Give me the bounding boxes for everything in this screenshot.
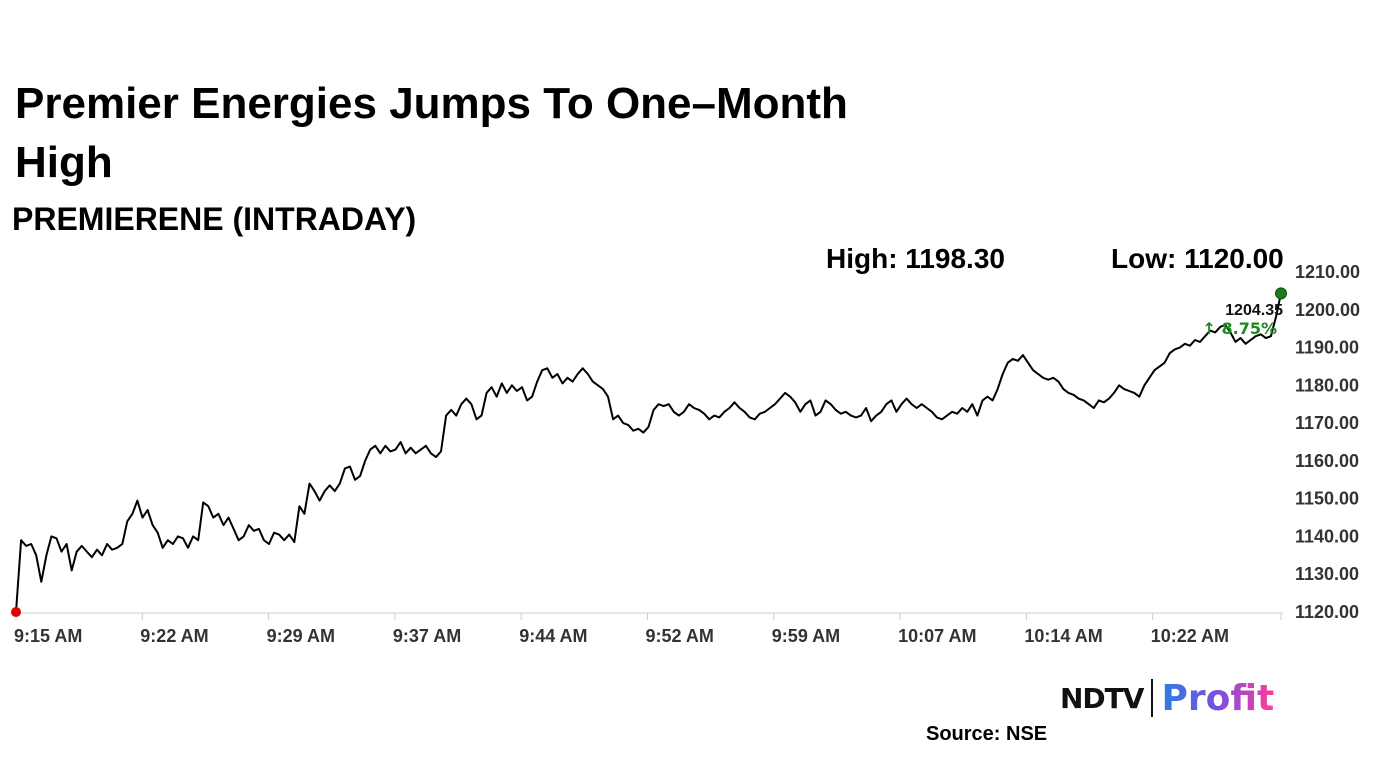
source-note: Source: NSE bbox=[926, 723, 1048, 745]
price-series-line bbox=[15, 293, 1282, 613]
logo-divider bbox=[1151, 679, 1154, 717]
x-tick-label: 9:29 AM bbox=[267, 626, 335, 646]
x-tick-label: 9:59 AM bbox=[772, 626, 840, 646]
y-tick-label: 1160.00 bbox=[1295, 451, 1359, 471]
ndtv-profit-logo: NDTV Profit bbox=[1060, 676, 1274, 720]
y-tick-label: 1210.00 bbox=[1295, 262, 1360, 282]
chart-title: Premier Energies Jumps To One–Month High bbox=[15, 79, 848, 187]
x-tick-label: 10:22 AM bbox=[1151, 626, 1229, 646]
x-tick-label: 9:15 AM bbox=[14, 626, 82, 646]
low-label: Low: 1120.00 bbox=[1111, 243, 1284, 274]
x-tick-label: 10:14 AM bbox=[1024, 626, 1102, 646]
start-point-marker bbox=[11, 607, 21, 617]
logo-ndtv-text: NDTV bbox=[1060, 681, 1144, 715]
logo-profit-text: Profit bbox=[1161, 677, 1275, 719]
x-tick-label: 9:52 AM bbox=[646, 626, 714, 646]
y-tick-label: 1120.00 bbox=[1295, 602, 1359, 622]
y-tick-label: 1170.00 bbox=[1295, 413, 1359, 433]
x-tick-label: 10:07 AM bbox=[898, 626, 976, 646]
y-tick-label: 1140.00 bbox=[1295, 526, 1359, 546]
end-point-marker bbox=[1275, 287, 1287, 300]
y-tick-label: 1130.00 bbox=[1295, 564, 1359, 584]
x-tick-label: 9:44 AM bbox=[519, 626, 587, 646]
change-percent-label: ↑ 8.75% bbox=[1203, 319, 1277, 338]
last-value-label: 1204.35 bbox=[1225, 302, 1283, 319]
x-tick-label: 9:37 AM bbox=[393, 626, 461, 646]
y-tick-label: 1200.00 bbox=[1295, 300, 1360, 320]
high-label: High: 1198.30 bbox=[826, 243, 1005, 274]
x-tick-label: 9:22 AM bbox=[140, 626, 208, 646]
y-tick-label: 1150.00 bbox=[1295, 489, 1359, 509]
y-tick-label: 1190.00 bbox=[1295, 338, 1359, 358]
chart-subtitle: PREMIERENE (INTRADAY) bbox=[12, 201, 417, 237]
y-tick-label: 1180.00 bbox=[1295, 375, 1359, 395]
